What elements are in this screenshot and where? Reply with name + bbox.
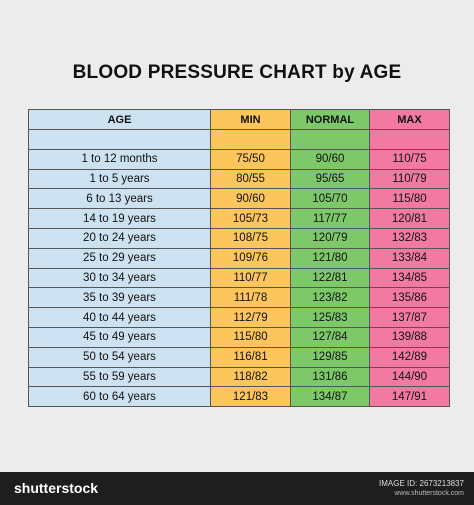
value-cell: 90/60 xyxy=(290,148,370,170)
value-cell: 133/84 xyxy=(369,247,450,269)
age-cell: 1 to 12 months xyxy=(28,148,211,170)
value-cell: 144/90 xyxy=(369,366,450,388)
value-cell: 131/86 xyxy=(290,366,370,388)
age-cell: 60 to 64 years xyxy=(28,386,211,408)
value-cell: 108/75 xyxy=(210,227,291,249)
column-header: AGE xyxy=(28,109,211,130)
empty-cell xyxy=(210,129,291,150)
value-cell: 134/87 xyxy=(290,386,370,408)
age-cell: 6 to 13 years xyxy=(28,188,211,210)
age-cell: 35 to 39 years xyxy=(28,287,211,309)
value-cell: 137/87 xyxy=(369,307,450,328)
age-cell: 40 to 44 years xyxy=(28,307,211,328)
value-cell: 120/79 xyxy=(290,227,370,249)
data-row: 60 to 64 years 121/83 134/87 147/91 xyxy=(28,386,450,408)
data-row: 20 to 24 years 108/75 120/79 132/83 xyxy=(28,227,450,249)
empty-cell xyxy=(369,129,450,150)
value-cell: 80/55 xyxy=(210,168,291,190)
value-cell: 122/81 xyxy=(290,267,370,289)
age-cell: 25 to 29 years xyxy=(28,247,211,269)
data-row: 55 to 59 years 118/82 131/86 144/90 xyxy=(28,366,450,388)
value-cell: 115/80 xyxy=(210,326,291,348)
header-row: AGE MIN NORMAL MAX xyxy=(28,109,450,130)
bp-table: AGE MIN NORMAL MAX 1 to 12 months 75/50 90… xyxy=(28,109,450,408)
data-row: 6 to 13 years 90/60 105/70 115/80 xyxy=(28,188,450,210)
value-cell: 105/73 xyxy=(210,208,291,229)
column-header: NORMAL xyxy=(290,109,370,130)
value-cell: 134/85 xyxy=(369,267,450,289)
age-cell: 45 to 49 years xyxy=(28,326,211,348)
value-cell: 75/50 xyxy=(210,148,291,170)
value-cell: 120/81 xyxy=(369,208,450,229)
value-cell: 105/70 xyxy=(290,188,370,210)
value-cell: 95/65 xyxy=(290,168,370,190)
data-row: 14 to 19 years 105/73 117/77 120/81 xyxy=(28,208,450,229)
data-row: 45 to 49 years 115/80 127/84 139/88 xyxy=(28,326,450,348)
data-row: 35 to 39 years 111/78 123/82 135/86 xyxy=(28,287,450,309)
column-header: MAX xyxy=(369,109,450,130)
spacer-row xyxy=(28,129,450,150)
value-cell: 117/77 xyxy=(290,208,370,229)
value-cell: 116/81 xyxy=(210,346,291,368)
value-cell: 110/75 xyxy=(369,148,450,170)
footer-bar: shutterstock IMAGE ID: 2673213837 www.sh… xyxy=(0,472,474,505)
value-cell: 90/60 xyxy=(210,188,291,210)
empty-cell xyxy=(290,129,370,150)
value-cell: 123/82 xyxy=(290,287,370,309)
value-cell: 111/78 xyxy=(210,287,291,309)
value-cell: 129/85 xyxy=(290,346,370,368)
value-cell: 125/83 xyxy=(290,307,370,328)
table-body: AGE MIN NORMAL MAX 1 to 12 months 75/50 90… xyxy=(28,109,450,408)
title: BLOOD PRESSURE CHART by AGE xyxy=(72,62,402,83)
empty-cell xyxy=(28,129,211,150)
value-cell: 115/80 xyxy=(369,188,450,210)
data-row: 30 to 34 years 110/77 122/81 134/85 xyxy=(28,267,450,289)
value-cell: 139/88 xyxy=(369,326,450,348)
value-cell: 112/79 xyxy=(210,307,291,328)
value-cell: 109/76 xyxy=(210,247,291,269)
age-cell: 14 to 19 years xyxy=(28,208,211,229)
age-cell: 50 to 54 years xyxy=(28,346,211,368)
value-cell: 147/91 xyxy=(369,386,450,408)
data-row: 1 to 12 months 75/50 90/60 110/75 xyxy=(28,148,450,170)
value-cell: 121/80 xyxy=(290,247,370,269)
data-row: 40 to 44 years 112/79 125/83 137/87 xyxy=(28,307,450,328)
age-cell: 30 to 34 years xyxy=(28,267,211,289)
logo: shutterstock xyxy=(14,480,99,496)
value-cell: 110/77 xyxy=(210,267,291,289)
age-cell: 55 to 59 years xyxy=(28,366,211,388)
site-url: www.shutterstock.com xyxy=(394,490,464,497)
image-id: IMAGE ID: 2673213837 xyxy=(379,479,464,488)
value-cell: 110/79 xyxy=(369,168,450,190)
age-cell: 20 to 24 years xyxy=(28,227,211,249)
value-cell: 132/83 xyxy=(369,227,450,249)
data-row: 50 to 54 years 116/81 129/85 142/89 xyxy=(28,346,450,368)
age-cell: 1 to 5 years xyxy=(28,168,211,190)
column-header: MIN xyxy=(210,109,291,130)
data-row: 1 to 5 years 80/55 95/65 110/79 xyxy=(28,168,450,190)
data-row: 25 to 29 years 109/76 121/80 133/84 xyxy=(28,247,450,269)
value-cell: 142/89 xyxy=(369,346,450,368)
value-cell: 118/82 xyxy=(210,366,291,388)
value-cell: 135/86 xyxy=(369,287,450,309)
value-cell: 121/83 xyxy=(210,386,291,408)
value-cell: 127/84 xyxy=(290,326,370,348)
